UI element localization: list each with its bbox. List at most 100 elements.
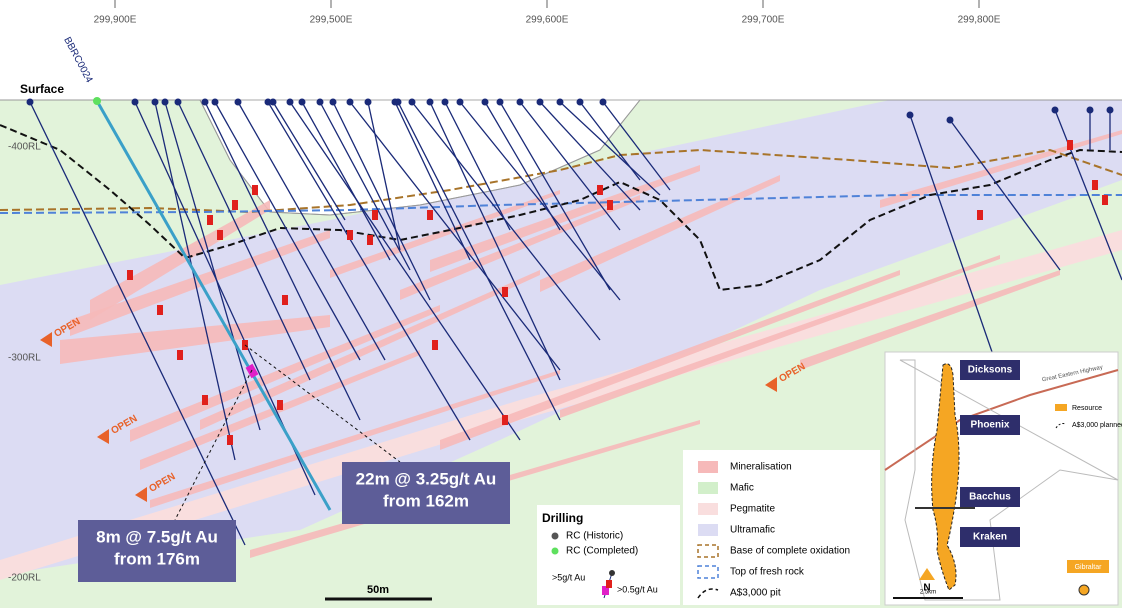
label: 299,800E [958,15,1001,26]
intercept [1102,195,1108,205]
inset-boundary [899,359,1119,601]
collar [174,98,182,106]
intercept [1092,180,1098,190]
intercept [432,340,438,350]
drill-hole [349,101,561,371]
legend-high [602,586,609,595]
collar [426,98,434,106]
town-marker [1078,584,1090,596]
collar-completed [93,97,101,105]
intercept [157,305,163,315]
drill-hole-bbrc0024 [95,100,332,511]
collar [556,98,564,106]
sky [0,0,1122,100]
collar [316,98,324,106]
label: N [923,583,930,594]
collar [161,98,169,106]
intercept [207,215,213,225]
collar [211,98,219,106]
intercept [277,400,283,410]
drill-hole [237,101,386,361]
drill-hole [499,101,611,291]
drill-hole [267,101,471,441]
mineralisation-streak [200,270,540,430]
label: Pegmatite [730,504,775,515]
drill-hole [909,114,1001,376]
legend-swatch [698,482,718,494]
collar [131,98,139,106]
legend-swatch [698,524,718,536]
mineralisation-streak [60,315,330,364]
collar [201,98,209,106]
intercept [367,235,373,245]
label: -300RL [8,353,41,364]
intercept [282,295,288,305]
label: Ultramafic [730,525,775,536]
intercept [202,395,208,405]
label: 299,900E [94,15,137,26]
drill-hole [332,101,431,301]
legend-swatch [697,588,719,599]
label: RC (Completed) [566,546,638,557]
drill-hole [397,101,561,421]
label: 299,500E [310,15,353,26]
mineralisation-streak [540,175,780,292]
leader [244,344,401,463]
collar [1086,106,1094,114]
label: Resource [1072,405,1102,412]
label: 2.5km [920,590,936,596]
intercept [127,270,133,280]
open-arrow [97,429,109,444]
collar [576,98,584,106]
drill-hole [394,101,471,261]
label: Mafic [730,483,754,494]
legend-low [606,580,612,588]
drill-hole [214,101,361,361]
label: 22m @ 3.25g/t Au [356,469,497,488]
pegmatite-band [0,230,1122,580]
inset-resource [931,363,960,591]
intercept [252,185,258,195]
inset-road [884,369,1119,471]
label: Dicksons [968,365,1013,376]
collar [1051,106,1059,114]
town-box [1067,560,1109,573]
drill-hole [204,101,361,421]
mineralisation-streak [440,270,900,450]
mineralisation-streak [880,130,1122,208]
drill-hole [29,101,246,546]
callout-box [78,520,236,582]
label: A$3,000 planned pits [1072,422,1122,429]
collar [441,98,449,106]
legend-dot [551,532,559,540]
intercept [597,185,603,195]
intercept [607,200,613,210]
drill-hole [1054,109,1122,281]
collar [481,98,489,106]
drill-hole [177,101,311,381]
label: Drilling [542,511,583,525]
intercept [372,210,378,220]
deposit-box [960,527,1020,547]
mineralisation-streak [150,370,560,508]
intercept [232,200,238,210]
leader [174,369,253,521]
intercept [427,210,433,220]
pit-outline [0,124,1122,292]
mineralisation-streak [560,255,1000,418]
legend-swatch [698,461,718,473]
collar [906,111,914,119]
drill-hole [272,101,346,221]
label: 8m @ 7.5g/t Au [96,527,218,546]
mineralisation-streak [800,270,1060,370]
deposit-box [960,415,1020,435]
label: Surface [20,82,64,96]
label: >5g/t Au [552,572,585,582]
mineralisation-streak [130,305,440,442]
drill-hole [539,101,641,211]
label: 299,700E [742,15,785,26]
collar [346,98,354,106]
label: -400RL [8,142,41,153]
label: Gibraltar [1075,564,1103,571]
intercept [347,230,353,240]
